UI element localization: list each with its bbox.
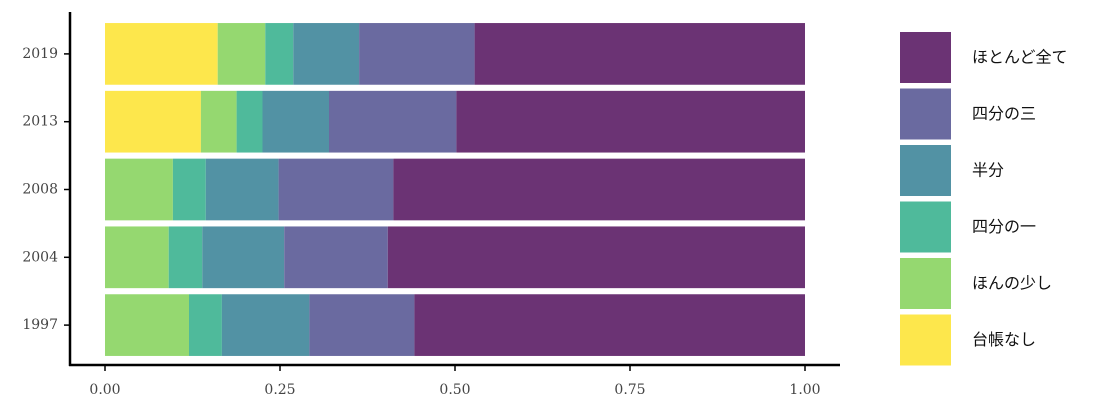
bar-segment	[189, 294, 222, 356]
bar-segment	[359, 23, 475, 85]
bar-segment	[202, 226, 285, 289]
x-tick-label: 0.00	[89, 382, 120, 398]
y-tick-label: 1997	[22, 317, 58, 333]
y-tick-label: 2008	[22, 182, 58, 198]
legend-label: 四分の一	[972, 217, 1036, 236]
bar-segment	[262, 90, 329, 153]
legend-label: ほとんど全て	[972, 48, 1068, 67]
x-tick-label: 0.75	[614, 382, 645, 398]
y-tick-label: 2019	[22, 46, 58, 62]
bar-segment	[309, 294, 415, 356]
legend-key	[900, 145, 951, 196]
bar-segment	[200, 90, 237, 153]
legend-key	[900, 201, 951, 253]
x-tick-label: 1.00	[789, 382, 820, 398]
bar-segment	[414, 294, 805, 356]
legend-label: ほんの少し	[972, 274, 1052, 293]
bar-segment	[105, 226, 169, 289]
bar-segment	[393, 158, 805, 221]
legend-key	[900, 32, 951, 83]
y-tick-label: 2004	[22, 249, 58, 265]
x-tick-label: 0.50	[439, 382, 470, 398]
bar-segment	[387, 226, 805, 289]
x-tick-label: 0.25	[264, 382, 295, 398]
bar-segment	[105, 158, 173, 221]
bar-segment	[265, 23, 294, 85]
bar-segment	[329, 90, 457, 153]
bar-segment	[474, 23, 805, 85]
legend-key	[900, 314, 951, 366]
bar-segment	[293, 23, 360, 85]
bar-segment	[205, 158, 279, 221]
bar-segment	[456, 90, 805, 153]
bar-segment	[105, 23, 218, 85]
bar-segment	[284, 226, 388, 289]
legend-key	[900, 88, 951, 140]
legend-label: 台帳なし	[972, 330, 1036, 349]
y-tick-label: 2013	[22, 114, 58, 130]
bar-segment	[278, 158, 394, 221]
legend-label: 半分	[972, 161, 1004, 180]
bar-segment	[236, 90, 263, 153]
bar-segment	[105, 294, 189, 356]
bar-segment	[105, 90, 201, 153]
bar-segment	[221, 294, 310, 356]
legend-label: 四分の三	[972, 104, 1036, 123]
bar-segment	[172, 158, 206, 221]
bar-segment	[217, 23, 266, 85]
legend-key	[900, 258, 951, 309]
bar-segment	[168, 226, 203, 289]
